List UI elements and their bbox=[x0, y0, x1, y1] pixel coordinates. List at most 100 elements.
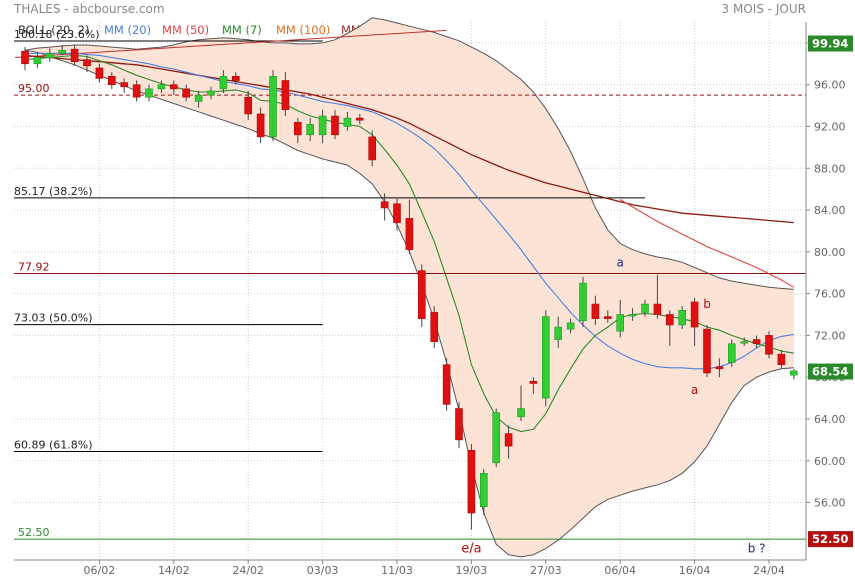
candle-body bbox=[393, 203, 401, 223]
candle-body bbox=[504, 433, 513, 447]
candle-body bbox=[132, 84, 141, 98]
candle-body bbox=[641, 303, 649, 313]
candle-body bbox=[765, 335, 773, 355]
candle bbox=[108, 72, 116, 89]
candle bbox=[665, 310, 674, 346]
candle-body bbox=[331, 115, 339, 136]
candle bbox=[83, 55, 91, 73]
candle bbox=[380, 193, 389, 221]
y-tick-label: 96.00 bbox=[814, 79, 846, 92]
fib-level-label: 85.17 (38.2%) bbox=[14, 185, 93, 198]
legend-item: MM (7) bbox=[222, 23, 262, 37]
resistance-label: 95.00 bbox=[18, 82, 50, 95]
legend-item: MM (20) bbox=[104, 23, 151, 37]
candle bbox=[269, 70, 277, 142]
wave-annotation: e/a bbox=[461, 542, 481, 557]
y-tick-label: 80.00 bbox=[814, 246, 846, 259]
candle-body bbox=[145, 88, 153, 98]
axes: 56.0060.0064.0068.0072.0076.0080.0084.00… bbox=[14, 22, 853, 577]
candle-body bbox=[45, 53, 54, 58]
candle bbox=[715, 358, 724, 378]
candle-body bbox=[777, 353, 786, 365]
y-tick-label: 72.00 bbox=[814, 329, 846, 342]
chart-title: THALES - abcbourse.com bbox=[13, 2, 165, 16]
candle-body bbox=[566, 322, 575, 330]
candle bbox=[194, 90, 203, 108]
candle bbox=[529, 377, 538, 394]
price-badge-label: 52.50 bbox=[812, 532, 848, 546]
candle-body bbox=[21, 50, 29, 65]
moving-averages bbox=[24, 52, 795, 433]
candle bbox=[132, 80, 141, 102]
candle bbox=[207, 86, 215, 100]
fib-level-label: 100.18 (23.6%) bbox=[14, 28, 100, 41]
legend-item: MM (100) bbox=[276, 23, 330, 37]
candle bbox=[417, 264, 426, 328]
candle bbox=[293, 118, 302, 144]
candle-body bbox=[442, 364, 451, 405]
candle bbox=[455, 402, 463, 449]
mm200-line bbox=[24, 54, 794, 224]
x-tick-label: 27/03 bbox=[530, 564, 562, 577]
candle bbox=[95, 63, 104, 83]
wave-annotation: b ? bbox=[748, 542, 766, 556]
price-badge bbox=[808, 363, 853, 380]
candle bbox=[232, 72, 240, 85]
candle-body bbox=[33, 57, 42, 65]
candle-body bbox=[232, 76, 240, 81]
candle-body bbox=[83, 59, 91, 67]
candle bbox=[442, 358, 451, 411]
legend-item: BOLL (20, 2) bbox=[18, 23, 89, 37]
mm20-line bbox=[25, 52, 794, 370]
candle bbox=[479, 469, 488, 516]
level-label-77: 77.92 bbox=[18, 261, 50, 274]
candle bbox=[355, 113, 364, 125]
candle-body bbox=[653, 303, 662, 315]
mm7-line bbox=[24, 54, 794, 433]
candle bbox=[579, 276, 587, 328]
y-tick-label: 64.00 bbox=[814, 413, 846, 426]
candle bbox=[591, 295, 600, 325]
price-badge bbox=[808, 35, 853, 52]
candle-body bbox=[58, 49, 67, 54]
y-tick-label: 56.00 bbox=[814, 497, 846, 510]
price-badges: 99.94 68.54 52.50 bbox=[808, 35, 853, 548]
candle-body bbox=[752, 339, 761, 345]
candle-body bbox=[269, 76, 277, 138]
x-tick-label: 16/04 bbox=[679, 564, 711, 577]
candle bbox=[405, 199, 414, 254]
candle-body bbox=[170, 84, 178, 90]
candle bbox=[777, 350, 786, 369]
annotations: e/a a a b b ? bbox=[461, 255, 765, 556]
period-label: 3 MOIS - JOUR bbox=[722, 2, 806, 16]
candle-body bbox=[740, 341, 749, 344]
candle bbox=[504, 425, 513, 459]
candle bbox=[306, 118, 315, 142]
candle bbox=[616, 299, 625, 338]
candle bbox=[244, 90, 252, 121]
y-tick-label: 84.00 bbox=[814, 204, 846, 217]
candle-body bbox=[678, 310, 687, 326]
candle bbox=[653, 274, 662, 319]
candle bbox=[727, 339, 736, 367]
x-tick-label: 11/03 bbox=[381, 564, 413, 577]
candle bbox=[541, 310, 550, 407]
candle-body bbox=[256, 113, 265, 138]
candle bbox=[752, 335, 761, 348]
candle bbox=[517, 385, 525, 422]
candle bbox=[145, 84, 153, 102]
candle-body bbox=[690, 301, 699, 328]
candle-body bbox=[554, 326, 563, 340]
candle-body bbox=[467, 450, 476, 514]
fib-level-label: 60.89 (61.8%) bbox=[14, 438, 93, 451]
price-badge-label: 68.54 bbox=[812, 365, 848, 379]
candle-body bbox=[293, 121, 302, 136]
wave-annotation: b bbox=[703, 297, 711, 311]
x-tick-label: 24/04 bbox=[753, 564, 785, 577]
candle-body bbox=[244, 96, 252, 115]
x-tick-label: 19/03 bbox=[456, 564, 488, 577]
candle-body bbox=[306, 124, 315, 136]
candle-body bbox=[120, 82, 128, 88]
candle-body bbox=[591, 303, 600, 319]
